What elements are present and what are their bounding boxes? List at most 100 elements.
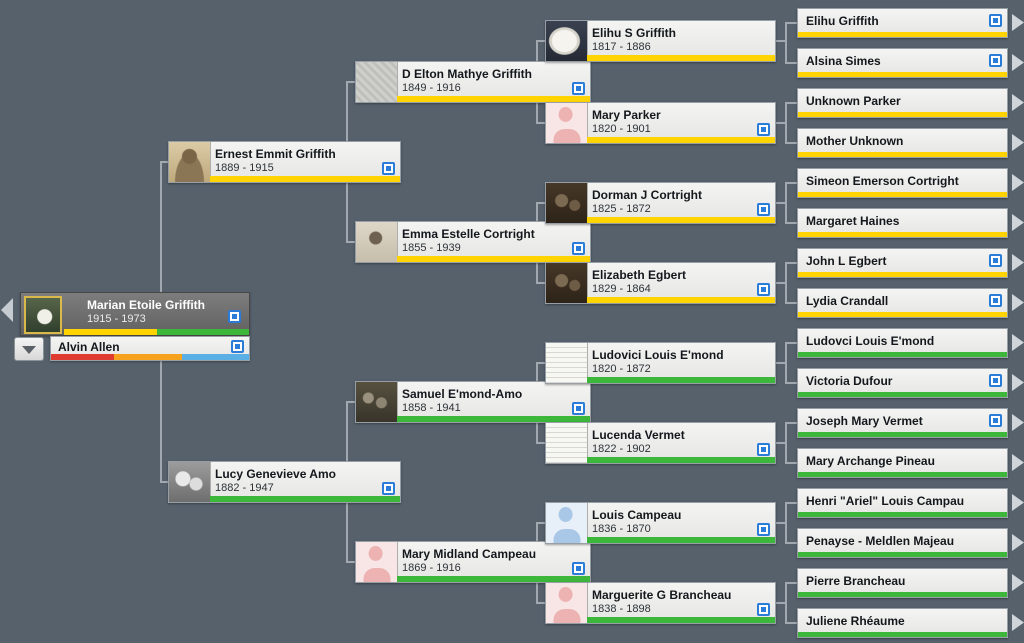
expand-right-arrow-icon[interactable] <box>1012 14 1024 31</box>
person-card-grandparent[interactable]: Mary Midland Campeau 1869 - 1916 <box>355 541 591 583</box>
person-card-gggparent[interactable]: Victoria Dufour <box>797 368 1008 398</box>
expand-right-arrow-icon[interactable] <box>1012 574 1024 591</box>
media-indicator-icon[interactable] <box>757 283 770 296</box>
person-card-ggparent[interactable]: Ludovici Louis E'mond 1820 - 1872 <box>545 342 776 384</box>
spouse-dropdown-button[interactable] <box>14 337 44 361</box>
person-card-gggparent[interactable]: Penayse - Meldlen Majeau <box>797 528 1008 558</box>
media-indicator-icon[interactable] <box>572 242 585 255</box>
person-card-gggparent[interactable]: Mother Unknown <box>797 128 1008 158</box>
media-indicator-icon[interactable] <box>231 340 244 353</box>
person-card-gggparent[interactable]: Unknown Parker <box>797 88 1008 118</box>
person-card-gggparent[interactable]: Alsina Simes <box>797 48 1008 78</box>
person-card-grandparent[interactable]: Samuel E'mond-Amo 1858 - 1941 <box>355 381 591 423</box>
connector-line <box>774 202 787 204</box>
person-card-ggparent[interactable]: Louis Campeau 1836 - 1870 <box>545 502 776 544</box>
media-indicator-icon[interactable] <box>989 374 1002 387</box>
media-indicator-icon[interactable] <box>757 203 770 216</box>
expand-right-arrow-icon[interactable] <box>1012 494 1024 511</box>
connector-line <box>536 282 546 284</box>
expand-right-arrow-icon[interactable] <box>1012 54 1024 71</box>
media-indicator-icon[interactable] <box>989 254 1002 267</box>
lineage-color-bar <box>798 352 1007 357</box>
expand-right-arrow-icon[interactable] <box>1012 214 1024 231</box>
person-card-root[interactable]: Marian Etoile Griffith 1915 - 1973 <box>20 292 250 336</box>
expand-right-arrow-icon[interactable] <box>1012 254 1024 271</box>
person-card-gggparent[interactable]: Mary Archange Pineau <box>797 448 1008 478</box>
person-card-gggparent[interactable]: Lydia Crandall <box>797 288 1008 318</box>
expand-right-arrow-icon[interactable] <box>1012 94 1024 111</box>
person-name: Elizabeth Egbert <box>592 268 687 282</box>
expand-right-arrow-icon[interactable] <box>1012 334 1024 351</box>
person-card-gggparent[interactable]: Elihu Griffith <box>797 8 1008 38</box>
lineage-color-bar <box>798 232 1007 237</box>
connector-line <box>160 161 170 163</box>
person-card-ggparent[interactable]: Marguerite G Brancheau 1838 - 1898 <box>545 582 776 624</box>
media-indicator-icon[interactable] <box>989 414 1002 427</box>
connector-line <box>346 401 356 403</box>
media-indicator-icon[interactable] <box>757 443 770 456</box>
person-card-gggparent[interactable]: Pierre Brancheau <box>797 568 1008 598</box>
person-card-gggparent[interactable]: Ludovci Louis E'mond <box>797 328 1008 358</box>
collapse-left-arrow-icon[interactable] <box>1 298 13 322</box>
media-indicator-icon[interactable] <box>382 482 395 495</box>
lineage-color-bar <box>587 137 775 143</box>
female-silhouette-icon <box>546 583 588 623</box>
person-dates: 1882 - 1947 <box>215 482 274 494</box>
person-card-grandparent[interactable]: D Elton Mathye Griffith 1849 - 1916 <box>355 61 591 103</box>
expand-right-arrow-icon[interactable] <box>1012 134 1024 151</box>
expand-right-arrow-icon[interactable] <box>1012 374 1024 391</box>
lineage-color-bar <box>64 329 249 335</box>
person-card-ggparent[interactable]: Lucenda Vermet 1822 - 1902 <box>545 422 776 464</box>
person-card-mother[interactable]: Lucy Genevieve Amo 1882 - 1947 <box>168 461 401 503</box>
person-name: Samuel E'mond-Amo <box>402 387 523 401</box>
person-card-gggparent[interactable]: Margaret Haines <box>797 208 1008 238</box>
lineage-color-bar <box>798 472 1007 477</box>
media-indicator-icon[interactable] <box>757 603 770 616</box>
person-card-ggparent[interactable]: Mary Parker 1820 - 1901 <box>545 102 776 144</box>
expand-right-arrow-icon[interactable] <box>1012 454 1024 471</box>
media-indicator-icon[interactable] <box>228 310 241 323</box>
media-indicator-icon[interactable] <box>572 562 585 575</box>
media-indicator-icon[interactable] <box>989 14 1002 27</box>
person-name: Marian Etoile Griffith <box>87 298 206 312</box>
person-card-ggparent[interactable]: Dorman J Cortright 1825 - 1872 <box>545 182 776 224</box>
expand-right-arrow-icon[interactable] <box>1012 534 1024 551</box>
media-indicator-icon[interactable] <box>757 123 770 136</box>
connector-line <box>536 40 546 42</box>
person-card-ggparent[interactable]: Elizabeth Egbert 1829 - 1864 <box>545 262 776 304</box>
media-indicator-icon[interactable] <box>989 54 1002 67</box>
person-dates: 1855 - 1939 <box>402 242 461 254</box>
connector-line <box>785 182 798 184</box>
person-card-grandparent[interactable]: Emma Estelle Cortright 1855 - 1939 <box>355 221 591 263</box>
person-card-gggparent[interactable]: Henri "Ariel" Louis Campau <box>797 488 1008 518</box>
person-card-father[interactable]: Ernest Emmit Griffith 1889 - 1915 <box>168 141 401 183</box>
person-card-gggparent[interactable]: Simeon Emerson Cortright <box>797 168 1008 198</box>
person-card-ggparent[interactable]: Elihu S Griffith 1817 - 1886 <box>545 20 776 62</box>
expand-right-arrow-icon[interactable] <box>1012 294 1024 311</box>
person-name: Mary Parker <box>592 108 661 122</box>
person-dates: 1915 - 1973 <box>87 313 146 325</box>
person-card-spouse[interactable]: Alvin Allen <box>50 336 250 361</box>
media-indicator-icon[interactable] <box>382 162 395 175</box>
person-name: Emma Estelle Cortright <box>402 227 535 241</box>
expand-right-arrow-icon[interactable] <box>1012 414 1024 431</box>
person-name: Pierre Brancheau <box>806 574 906 588</box>
connector-line <box>785 23 787 63</box>
person-card-gggparent[interactable]: John L Egbert <box>797 248 1008 278</box>
person-dates: 1849 - 1916 <box>402 82 461 94</box>
media-indicator-icon[interactable] <box>757 523 770 536</box>
connector-line <box>774 362 787 364</box>
media-indicator-icon[interactable] <box>572 402 585 415</box>
expand-right-arrow-icon[interactable] <box>1012 614 1024 631</box>
person-name: Marguerite G Brancheau <box>592 588 732 602</box>
media-indicator-icon[interactable] <box>989 294 1002 307</box>
document-photo <box>546 343 588 383</box>
person-card-gggparent[interactable]: Juliene Rhéaume <box>797 608 1008 638</box>
expand-right-arrow-icon[interactable] <box>1012 174 1024 191</box>
person-name: Simeon Emerson Cortright <box>806 174 959 188</box>
person-card-gggparent[interactable]: Joseph Mary Vermet <box>797 408 1008 438</box>
media-indicator-icon[interactable] <box>572 82 585 95</box>
connector-line <box>774 282 787 284</box>
connector-line <box>785 582 798 584</box>
